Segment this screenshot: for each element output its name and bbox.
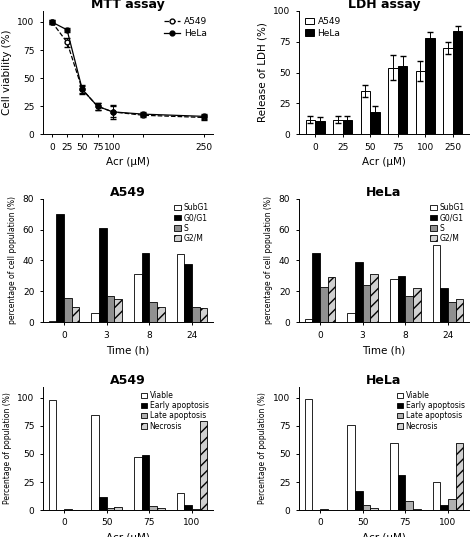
Y-axis label: Percentage of population (%): Percentage of population (%): [258, 393, 267, 504]
Bar: [355, 491, 363, 510]
Bar: [56, 214, 64, 322]
Bar: [312, 253, 320, 322]
Bar: [370, 112, 380, 134]
Bar: [448, 499, 456, 510]
Bar: [200, 308, 207, 322]
Title: A549: A549: [110, 374, 146, 387]
Bar: [107, 296, 114, 322]
Bar: [361, 91, 370, 134]
X-axis label: Acr (μM): Acr (μM): [362, 157, 406, 167]
Bar: [184, 505, 192, 510]
Bar: [114, 299, 122, 322]
Bar: [405, 296, 413, 322]
Bar: [320, 287, 328, 322]
Bar: [49, 321, 56, 322]
Bar: [149, 506, 157, 510]
Title: LDH assay: LDH assay: [348, 0, 420, 11]
Bar: [453, 31, 462, 134]
Bar: [398, 475, 405, 510]
Bar: [370, 508, 378, 510]
Bar: [142, 455, 149, 510]
Bar: [91, 313, 99, 322]
Bar: [413, 288, 420, 322]
Y-axis label: Percentage of population (%): Percentage of population (%): [2, 393, 11, 504]
Bar: [347, 425, 355, 510]
Legend: Viable, Early apoptosis, Late apoptosis, Necrosis: Viable, Early apoptosis, Late apoptosis,…: [140, 390, 210, 431]
Bar: [64, 509, 72, 510]
Bar: [157, 508, 164, 510]
X-axis label: Time (h): Time (h): [106, 345, 150, 355]
Bar: [416, 71, 425, 134]
Bar: [134, 458, 142, 510]
Bar: [107, 508, 114, 510]
Bar: [390, 442, 398, 510]
Bar: [192, 509, 200, 510]
Legend: A549, HeLa: A549, HeLa: [303, 15, 343, 40]
Title: HeLa: HeLa: [366, 186, 401, 199]
X-axis label: Time (h): Time (h): [362, 345, 406, 355]
Bar: [114, 507, 122, 510]
Bar: [363, 505, 370, 510]
Bar: [456, 442, 463, 510]
Bar: [306, 120, 315, 134]
Bar: [64, 297, 72, 322]
Bar: [184, 264, 192, 322]
Bar: [49, 400, 56, 510]
Bar: [305, 399, 312, 510]
Bar: [200, 422, 207, 510]
Bar: [99, 497, 107, 510]
Bar: [315, 121, 325, 134]
X-axis label: Acr (μM): Acr (μM): [362, 533, 406, 537]
Bar: [355, 262, 363, 322]
Title: HeLa: HeLa: [366, 374, 401, 387]
Bar: [320, 509, 328, 510]
Y-axis label: Cell viability (%): Cell viability (%): [1, 30, 11, 115]
Bar: [433, 245, 440, 322]
Bar: [305, 319, 312, 322]
Legend: Viable, Early apoptosis, Late apoptosis, Necrosis: Viable, Early apoptosis, Late apoptosis,…: [396, 390, 465, 431]
Bar: [433, 482, 440, 510]
Legend: SubG1, G0/G1, S, G2/M: SubG1, G0/G1, S, G2/M: [429, 202, 465, 243]
Bar: [440, 288, 448, 322]
Bar: [142, 253, 149, 322]
Bar: [72, 307, 79, 322]
Bar: [405, 501, 413, 510]
Bar: [370, 274, 378, 322]
Bar: [398, 276, 405, 322]
X-axis label: Acr (μM): Acr (μM): [106, 533, 150, 537]
X-axis label: Acr (μM): Acr (μM): [106, 157, 150, 167]
Bar: [157, 307, 164, 322]
Bar: [149, 302, 157, 322]
Bar: [443, 48, 453, 134]
Y-axis label: Release of LDH (%): Release of LDH (%): [257, 23, 267, 122]
Title: A549: A549: [110, 186, 146, 199]
Bar: [456, 299, 463, 322]
Bar: [390, 279, 398, 322]
Legend: A549, HeLa: A549, HeLa: [162, 15, 209, 40]
Bar: [192, 307, 200, 322]
Bar: [347, 313, 355, 322]
Bar: [91, 415, 99, 510]
Bar: [177, 254, 184, 322]
Y-axis label: percentage of cell population (%): percentage of cell population (%): [264, 197, 273, 324]
Bar: [343, 120, 352, 134]
Bar: [440, 505, 448, 510]
Bar: [398, 67, 407, 134]
Title: MTT assay: MTT assay: [91, 0, 165, 11]
Legend: SubG1, G0/G1, S, G2/M: SubG1, G0/G1, S, G2/M: [173, 202, 210, 243]
Y-axis label: percentage of cell population (%): percentage of cell population (%): [8, 197, 17, 324]
Bar: [134, 274, 142, 322]
Bar: [177, 494, 184, 510]
Bar: [363, 285, 370, 322]
Bar: [425, 38, 435, 134]
Bar: [388, 68, 398, 134]
Bar: [99, 228, 107, 322]
Bar: [448, 302, 456, 322]
Bar: [413, 509, 420, 510]
Bar: [328, 278, 335, 322]
Bar: [333, 120, 343, 134]
